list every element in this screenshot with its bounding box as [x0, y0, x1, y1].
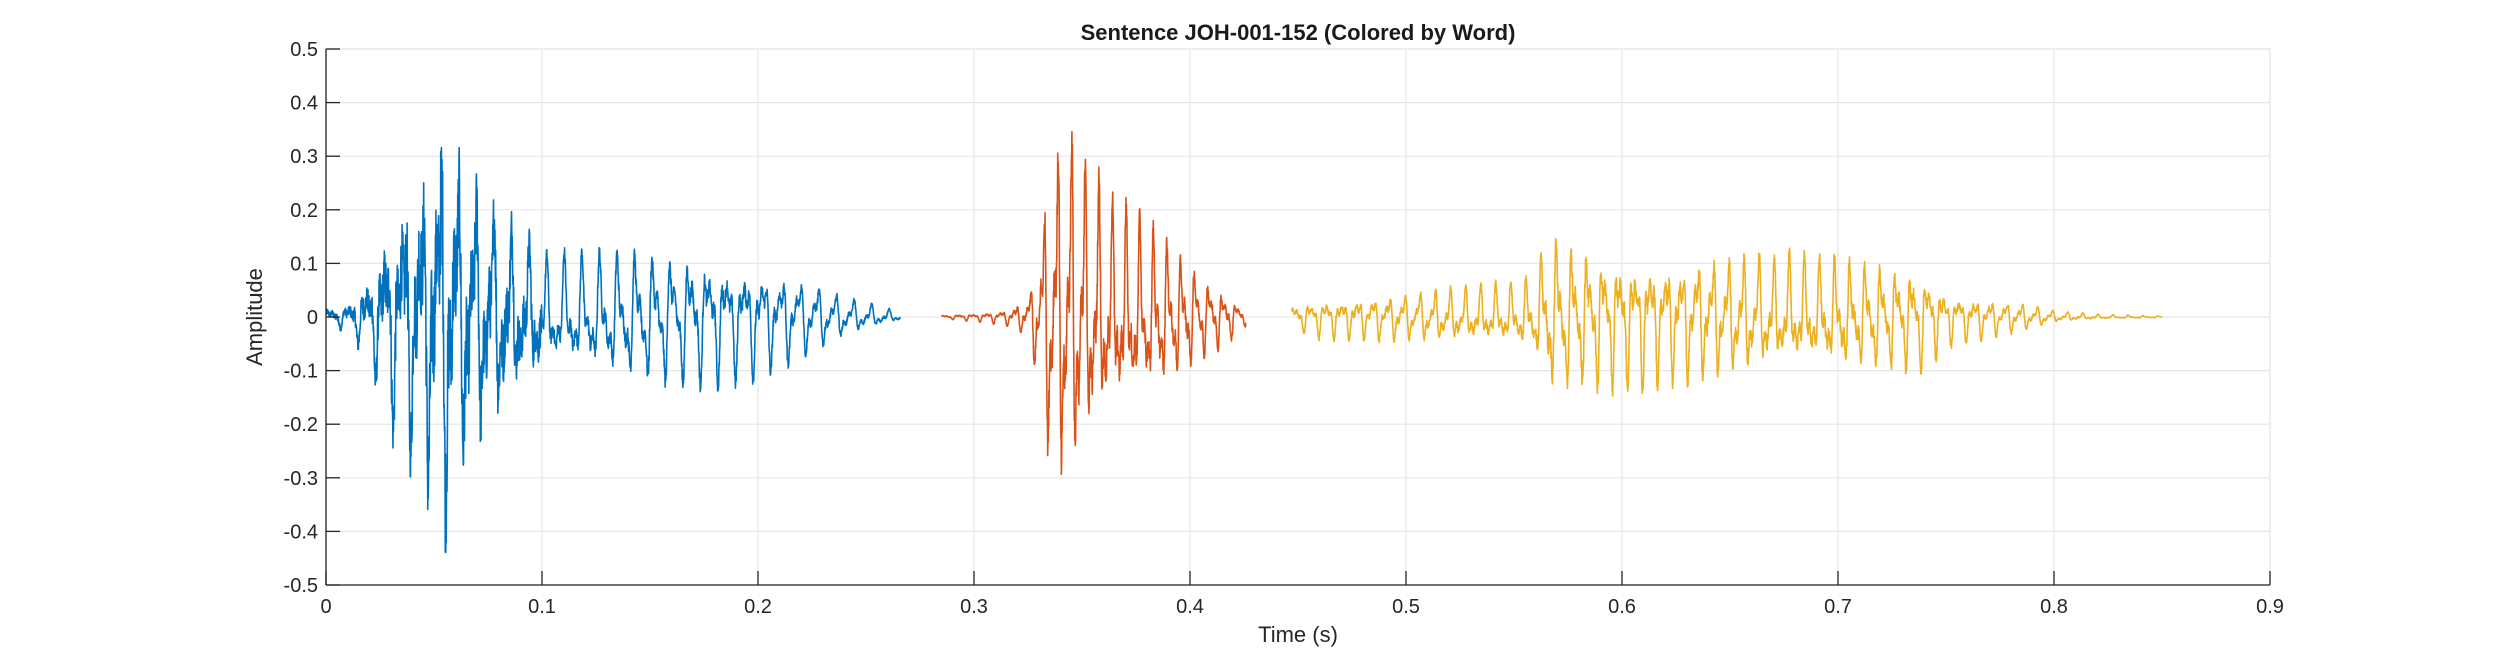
series-layer	[325, 130, 2163, 554]
x-tick-label: 0.8	[2040, 596, 2068, 618]
y-tick-label: -0.4	[284, 521, 318, 543]
labels: Sentence JOH-001-152 (Colored by Word) T…	[242, 20, 1515, 647]
x-tick-label: 0.1	[528, 596, 556, 618]
y-tick-label: 0.4	[290, 93, 318, 115]
y-tick-label: -0.1	[284, 361, 318, 383]
x-tick-label: 0.6	[1608, 596, 1636, 618]
x-axis-label: Time (s)	[1258, 622, 1338, 647]
waveform-series-line	[941, 130, 1247, 476]
x-tick-label: 0	[320, 596, 331, 618]
y-tick-label: 0	[307, 307, 318, 329]
y-tick-label: 0.5	[290, 39, 318, 61]
chart-title: Sentence JOH-001-152 (Colored by Word)	[1081, 20, 1516, 45]
x-tick-label: 0.7	[1824, 596, 1852, 618]
x-tick-label: 0.2	[744, 596, 772, 618]
y-tick-label: 0.2	[290, 200, 318, 222]
x-tick-label: 0.5	[1392, 596, 1420, 618]
y-axis-label: Amplitude	[242, 268, 267, 366]
x-tick-label: 0.9	[2256, 596, 2284, 618]
y-tick-label: -0.3	[284, 468, 318, 490]
y-tick-label: 0.1	[290, 253, 318, 275]
y-tick-label: -0.2	[284, 414, 318, 436]
waveform-series-line	[325, 146, 902, 554]
waveform-series-line	[1290, 237, 2163, 397]
axes: 0 0.1 0.2 0.3 0.4 0.5 0.6 0.7 0.8 0.9 -0.5 -0.4 -0.3…	[284, 39, 2284, 618]
y-tick-label: 0.3	[290, 146, 318, 168]
y-tick-label: -0.5	[284, 575, 318, 597]
x-tick-label: 0.4	[1176, 596, 1204, 618]
x-tick-label: 0.3	[960, 596, 988, 618]
